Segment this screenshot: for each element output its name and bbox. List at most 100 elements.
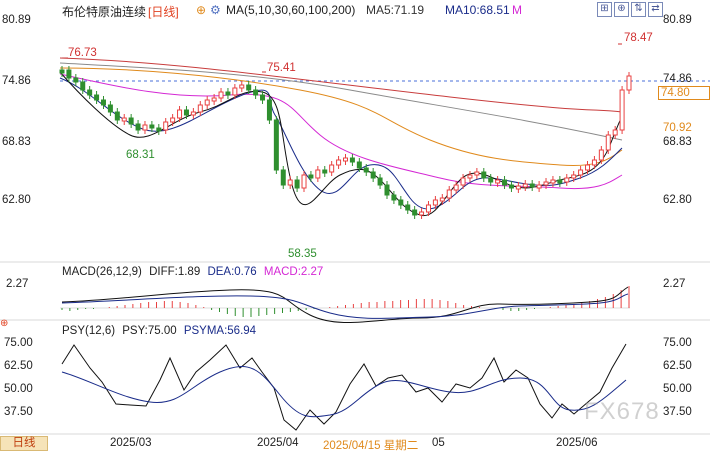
candle-body [370, 171, 376, 179]
candle-body [260, 94, 266, 101]
candle-body [356, 161, 362, 169]
psyma-line [61, 366, 627, 418]
ma-settings-icon[interactable]: ⚙ [210, 3, 221, 17]
candle-body [425, 204, 431, 213]
candle-body [107, 104, 113, 113]
candle-body [177, 109, 183, 119]
candle-body [536, 184, 542, 189]
psy-value: PSY:75.00 [122, 325, 177, 337]
horizontal-scale-icon[interactable]: ⇄ [648, 2, 663, 17]
psy-left-tick-2: 62.50 [4, 360, 33, 372]
chart-header: 布伦特原油连续 [日线] ⊕ ⚙ MA(5,10,30,60,100,200) … [0, 0, 710, 20]
candle-body [197, 104, 203, 113]
candle-body [384, 184, 390, 196]
annotation-low-april: 58.35 [288, 248, 317, 260]
candle-body [301, 174, 307, 189]
candle-body [557, 179, 563, 184]
candle-body [273, 119, 279, 171]
candle-body [591, 159, 597, 166]
zoom-icon[interactable]: ⊕ [614, 2, 629, 17]
candle-body [128, 117, 134, 125]
candle-body [488, 177, 494, 183]
candle-body [543, 181, 549, 186]
annotation-high-june: 78.47 [624, 32, 653, 44]
annotation-low-march: 68.31 [126, 149, 155, 161]
psy-title[interactable]: PSY(12,6) [62, 325, 116, 337]
candle-body [612, 129, 618, 136]
symbol-title: 布伦特原油连续 [62, 5, 147, 19]
psy-settings-icon[interactable]: ⊕ [0, 318, 9, 329]
candle-body [453, 184, 459, 191]
current-price-tag: 74.80 [658, 86, 710, 100]
candle-body [239, 84, 245, 89]
period-selector[interactable]: [日线] [148, 5, 179, 19]
psy-right-tick-3: 50.00 [663, 383, 692, 395]
psy-left-tick-3: 50.00 [4, 383, 33, 395]
candle-body [329, 164, 335, 173]
candle-body [578, 169, 584, 176]
candle-body [481, 171, 487, 179]
candle-body [204, 99, 210, 106]
period-tab-daily[interactable]: 日线 [0, 436, 48, 451]
candle-body [121, 117, 127, 122]
candle-body [183, 109, 189, 116]
candle-body [508, 184, 514, 189]
candle-body [266, 99, 272, 121]
candle-body [467, 174, 473, 179]
macd-axis-right: 2.27 [663, 278, 686, 290]
candle-body [626, 75, 632, 91]
macd-histogram [61, 286, 630, 317]
candle-body [225, 91, 231, 96]
candle-body [343, 157, 348, 162]
ma60-line [59, 67, 623, 167]
candle-body [398, 199, 404, 206]
price-right-top: 80.89 [663, 14, 692, 26]
grid-icon[interactable]: ⊞ [597, 2, 612, 17]
candle-body [522, 183, 528, 188]
vertical-scale-icon[interactable]: ⇅ [631, 2, 646, 17]
candle-body [439, 197, 445, 202]
price-left-3: 68.83 [2, 136, 31, 148]
candle-body [114, 111, 120, 121]
candle-body [363, 167, 369, 173]
candle-body [246, 84, 252, 91]
ma-price-tag: 70.92 [663, 122, 692, 134]
candle-body [336, 159, 342, 166]
ma5-value: MA5:71.19 [366, 3, 425, 17]
annotation-high-mid: 75.41 [267, 62, 296, 74]
psy-right-tick-4: 37.50 [663, 406, 692, 418]
ma5-line [59, 71, 623, 217]
candle-body [315, 169, 321, 179]
price-right-2: 74.86 [663, 73, 692, 85]
macd-title[interactable]: MACD(26,12,9) [62, 266, 142, 278]
candle-body [149, 124, 155, 129]
price-right-4: 62.80 [663, 194, 692, 206]
ma200-line [59, 57, 623, 113]
ma-label[interactable]: MA(5,10,30,60,100,200) [226, 3, 356, 17]
candle-body [163, 121, 169, 131]
candle-body [308, 174, 314, 179]
candle-body [156, 127, 162, 132]
candle-body [59, 69, 65, 74]
candle-body [474, 171, 480, 176]
candle-body [419, 211, 425, 216]
add-symbol-icon[interactable]: ⊕ [196, 3, 207, 17]
psy-line [61, 343, 627, 431]
psy-right-tick-2: 62.50 [663, 360, 692, 372]
candle-body [218, 91, 224, 99]
macd-dea-value: DEA:0.76 [207, 266, 257, 278]
psy-right-tick-1: 75.00 [663, 337, 692, 349]
date-label-4: 2025/06 [556, 437, 598, 449]
more-ma-button[interactable]: M [512, 3, 522, 17]
candle-body [529, 183, 535, 188]
candle-body [432, 199, 438, 206]
candle-body [170, 117, 176, 123]
candle-body [495, 179, 501, 184]
price-right-3: 68.83 [663, 136, 692, 148]
ma10-value: MA10:68.51 [445, 3, 510, 17]
crosshair-date: 2025/04/15 星期二 [323, 440, 419, 452]
candle-body [94, 94, 100, 101]
candle-body [405, 204, 411, 211]
candle-body [550, 179, 556, 184]
